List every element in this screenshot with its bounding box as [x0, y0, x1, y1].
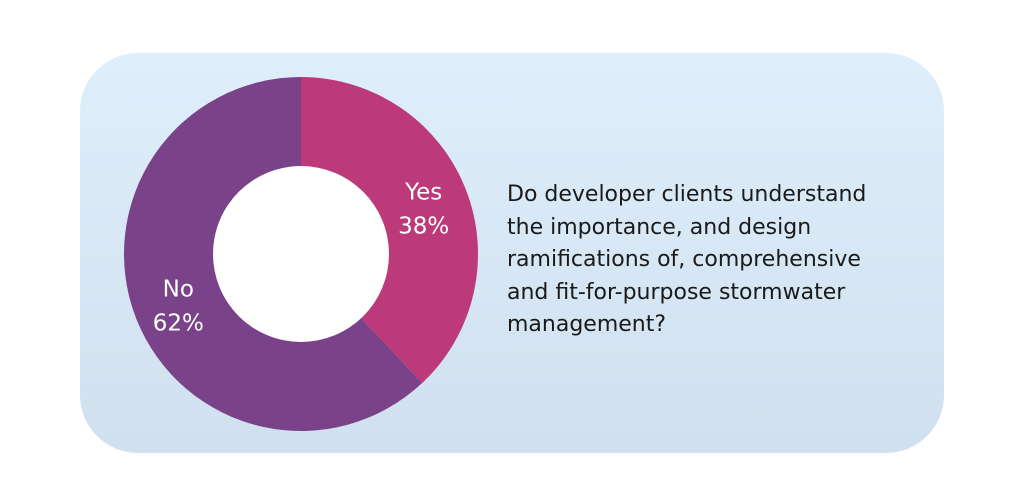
slice-labels: Yes 38% No 62%	[153, 179, 450, 336]
slice-yes	[301, 77, 478, 384]
slice-percent-label: 62%	[153, 311, 204, 337]
question-line: management?	[507, 312, 667, 337]
question-line: the importance, and design	[507, 214, 812, 240]
survey-question: Do developer clients understand the impo…	[507, 179, 927, 342]
donut-hole	[213, 166, 389, 342]
slice-label-no: No 62%	[153, 277, 204, 337]
slice-label-yes: Yes 38%	[398, 179, 449, 239]
slice-category-label: Yes	[404, 179, 442, 205]
slice-category-label: No	[163, 277, 194, 303]
question-line: ramifications of, comprehensive	[507, 247, 861, 272]
question-line: and fit-for-purpose stormwater	[507, 279, 846, 305]
slice-percent-label: 38%	[398, 213, 449, 239]
question-line: Do developer clients understand	[507, 182, 867, 207]
